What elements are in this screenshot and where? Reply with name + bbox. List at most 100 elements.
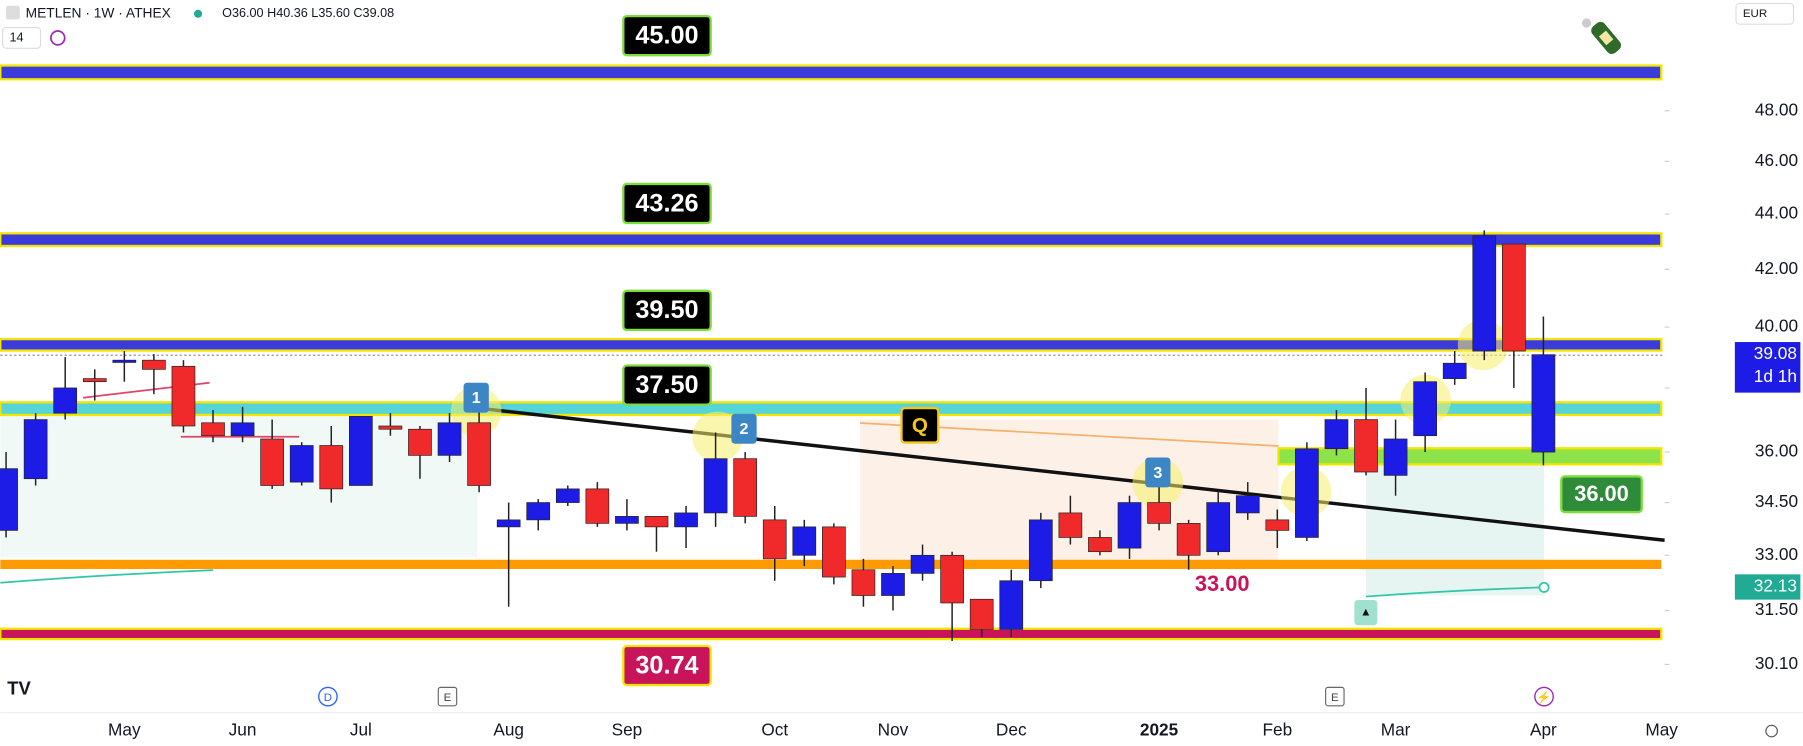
x-tick-label: Apr [1530,720,1557,740]
candle-body [260,438,284,486]
candle-body [1058,512,1083,538]
x-tick-label: Jun [229,720,257,740]
candle-body [0,468,18,531]
candle-body [349,416,373,486]
level-band [0,337,1663,352]
refresh-icon[interactable] [50,30,66,46]
last-price-label: 39.08 [1754,343,1797,363]
bottom-icons: ⚡ ▲ [1354,600,1778,738]
candle-body [585,488,610,524]
y-tick-label: 33.00 [1755,544,1798,564]
candle-body [644,516,669,528]
candle-body [1531,354,1556,453]
candle-body [1117,502,1142,549]
annotation: 37.50 [635,371,698,399]
x-tick-label: 2025 [1140,720,1179,740]
y-tick-label: 34.50 [1755,491,1798,511]
bottle-icon [1581,18,1622,54]
svg-text:▲: ▲ [1360,607,1371,619]
candle-body [881,573,905,596]
annotation-box [1145,457,1171,488]
event-marker-label: D [324,692,332,704]
y-tick-label: 31.50 [1755,599,1798,619]
annotation: 1 [472,389,481,407]
annotation-box [622,14,712,57]
candle-body [1413,381,1437,437]
candle-body [1295,448,1319,538]
logo: TV [7,678,31,699]
symbol-icon [6,5,20,20]
annotation-box [622,644,712,687]
candle-body [762,519,787,560]
annotation-box [731,413,757,444]
annotation: Q [912,414,928,437]
candle-body [733,458,758,517]
annotation: 2 [740,420,749,438]
annotation-box [463,382,489,413]
level-band [0,64,1663,81]
ma-price-label: 32.13 [1754,576,1797,596]
candle-body [555,488,580,503]
annotation: 43.26 [635,189,698,217]
market-status [194,9,203,18]
candle-body [467,422,491,486]
candle-body [1088,537,1112,553]
candle-body [969,598,994,630]
candle-body [1383,438,1408,476]
ma-price-box [1734,574,1801,600]
candle-body [319,445,344,490]
candle-body [822,526,846,578]
y-tick-label: 40.00 [1755,316,1798,336]
candle-body [1354,419,1378,473]
y-tick-label: 48.00 [1755,99,1798,119]
candle-body [1147,502,1171,524]
x-tick-label: Oct [761,720,788,740]
ma-line [1365,586,1545,598]
candle-body [437,422,462,456]
annotation-box [622,182,712,225]
candle-body [1206,502,1231,553]
ma-line [0,569,214,584]
annotation: 39.50 [635,296,698,324]
candle-body [378,425,403,430]
candle-body [201,422,225,437]
event-marker-label: E [444,692,452,704]
candle-body [1324,419,1349,450]
indicator-badge[interactable] [2,27,42,49]
candle-body [526,502,551,521]
candle-body [910,554,935,574]
currency-button[interactable] [1735,2,1795,25]
candle-body [615,516,639,524]
countdown: 1d 1h [1754,366,1797,386]
candle-body [1235,495,1260,514]
symbol[interactable]: METLEN · 1W · ATHEX [26,5,171,20]
candle-body [1502,243,1526,352]
candle-body [940,554,964,604]
candle-body [496,519,521,528]
x-tick-label: Nov [878,720,909,740]
candle-body [851,569,876,596]
x-tick-label: Aug [493,720,524,740]
annotation: 33.00 [1195,571,1250,596]
candle-body [230,422,255,437]
x-tick-label: Feb [1262,720,1292,740]
x-tick-label: Dec [996,720,1027,740]
event-marker [437,686,458,707]
currency: EUR [1743,8,1767,20]
annotation-box [1560,475,1643,514]
candle-body [1265,519,1290,531]
annotation-box [900,406,940,444]
indicator-badge-text: 14 [10,30,24,44]
candle-body [1442,362,1467,379]
annotation-box [622,289,712,332]
x-tick-label: Mar [1381,720,1411,740]
ma-dot [1538,581,1550,593]
svg-text:⚡: ⚡ [1537,690,1551,704]
x-tick-label: Sep [612,720,643,740]
candle-body [1028,519,1053,582]
y-tick-label: 42.00 [1755,258,1798,278]
event-marker [1325,686,1345,707]
y-tick-label: 44.00 [1755,203,1798,223]
annotation: 36.00 [1574,481,1629,506]
